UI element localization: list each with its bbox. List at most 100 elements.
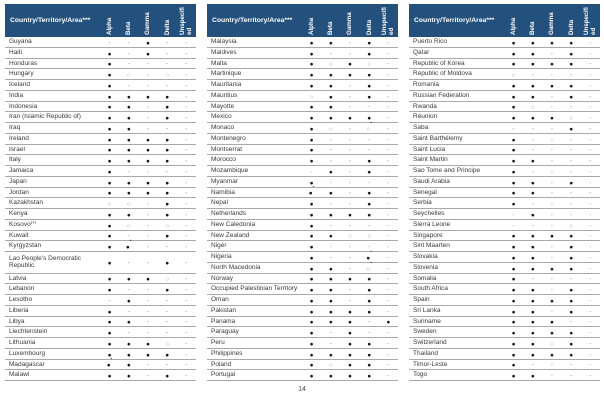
filled-dot-icon: ●	[107, 260, 112, 268]
dash-icon: -	[550, 276, 554, 284]
variant-cell: -	[321, 197, 340, 209]
dash-icon: -	[367, 319, 371, 327]
filled-dot-icon: ●	[530, 158, 535, 166]
dash-icon: -	[185, 147, 188, 155]
filled-dot-icon: ●	[386, 319, 391, 327]
variant-cell: -	[321, 251, 340, 263]
dash-icon: -	[367, 222, 371, 230]
country-name: Republic of Moldova	[413, 70, 472, 78]
country-name: Panama	[211, 317, 236, 325]
open-circle-icon: ○	[309, 93, 314, 101]
variant-cell: -	[523, 219, 542, 231]
filled-dot-icon: ●	[550, 351, 554, 359]
dash-icon: -	[550, 373, 554, 381]
filled-dot-icon: ●	[107, 179, 112, 187]
variant-cell: -	[379, 272, 398, 284]
filled-dot-icon: ●	[107, 136, 112, 144]
variant-cell: -	[138, 79, 157, 91]
dash-icon: -	[348, 136, 352, 144]
table-row: Kuwait ● - - ● -	[5, 231, 196, 242]
dash-icon: -	[387, 265, 390, 273]
dash-icon: -	[329, 50, 332, 58]
variant-cell: -	[340, 219, 359, 231]
country-name: Liberia	[9, 306, 29, 314]
filled-dot-icon: ●	[107, 276, 112, 284]
dash-icon: -	[165, 362, 169, 370]
variant-cell: ●	[302, 208, 321, 220]
variant-cell: ●	[360, 154, 379, 166]
variant-cell: -	[119, 165, 138, 177]
country-name: Senegal	[413, 188, 437, 196]
variant-cell: ●	[523, 251, 542, 263]
variant-cell: -	[542, 305, 561, 317]
dash-icon: -	[589, 254, 592, 262]
variant-cell: ●	[321, 79, 340, 91]
dash-icon: -	[127, 82, 130, 90]
variant-cell: -	[119, 229, 138, 241]
dash-icon: -	[165, 50, 169, 58]
dash-icon: -	[550, 287, 554, 295]
country-name: India	[9, 91, 24, 99]
variant-cell: ●	[119, 315, 138, 327]
variant-cell: -	[581, 111, 600, 123]
variant-cell: ●	[360, 79, 379, 91]
filled-dot-icon: ●	[165, 115, 170, 123]
variant-cell: -	[379, 165, 398, 177]
dash-icon: -	[348, 297, 352, 305]
variant-cell: -	[138, 283, 157, 295]
variant-cell: ●	[523, 283, 542, 295]
country-name: Oman	[211, 296, 229, 304]
dash-icon: -	[185, 373, 188, 381]
table-row: Saint Barthélemy ● - - - -	[409, 134, 600, 145]
filled-dot-icon: ●	[309, 125, 314, 133]
dash-icon: -	[165, 330, 169, 338]
variant-cell: -	[302, 165, 321, 177]
variant-table-body: Guyana - - ● - - Haiti ● - ● - - Honduras ● - - - - Hungar…	[5, 37, 196, 381]
variant-cell: -	[177, 133, 196, 145]
table-row: Peru ● - ● ● -	[207, 338, 398, 349]
dash-icon: -	[387, 104, 390, 112]
variant-cell: -	[542, 143, 561, 155]
dash-icon: -	[146, 319, 150, 327]
variant-cell: -	[138, 358, 157, 370]
variant-column-header-unspecified: Unspecified	[581, 4, 600, 37]
variant-cell: -	[138, 165, 157, 177]
dash-icon: -	[387, 287, 390, 295]
variant-cell: ●	[302, 143, 321, 155]
variant-cell: ●	[562, 348, 581, 360]
variant-cell: ●	[504, 143, 523, 155]
variant-cell: ●	[302, 240, 321, 252]
dash-icon: -	[531, 72, 534, 80]
variant-cell: ●	[321, 294, 340, 306]
variant-cell: ●	[302, 133, 321, 145]
dash-icon: -	[348, 265, 352, 273]
variant-cell: -	[177, 57, 196, 69]
dash-icon: -	[348, 104, 352, 112]
filled-dot-icon: ●	[511, 340, 516, 348]
dash-icon: -	[348, 93, 352, 101]
dash-icon: -	[512, 211, 515, 219]
filled-dot-icon: ●	[348, 115, 352, 123]
country-name: Romania	[413, 81, 440, 89]
variant-cell: -	[340, 251, 359, 263]
variant-cell: ○	[562, 219, 581, 231]
variant-cell: -	[581, 337, 600, 349]
variant-cell: -	[138, 240, 157, 252]
filled-dot-icon: ●	[126, 351, 131, 359]
table-row: Latvia ● ● ● ○ -	[5, 274, 196, 285]
variant-cell: ●	[504, 186, 523, 198]
variant-cell: -	[340, 154, 359, 166]
dash-icon: -	[550, 222, 554, 230]
variant-cell: ●	[100, 348, 119, 360]
dash-icon: -	[165, 168, 169, 176]
variant-cell: -	[321, 47, 340, 59]
filled-dot-icon: ●	[511, 104, 516, 112]
delta-header-label: Delta	[365, 19, 373, 35]
table-row: Jordan ● ● ● ● -	[5, 188, 196, 199]
variant-cell: ●	[504, 111, 523, 123]
dash-icon: -	[127, 61, 130, 69]
variant-cell: -	[321, 176, 340, 188]
dash-icon: -	[589, 50, 592, 58]
filled-dot-icon: ●	[511, 61, 516, 69]
dash-icon: -	[569, 158, 573, 166]
